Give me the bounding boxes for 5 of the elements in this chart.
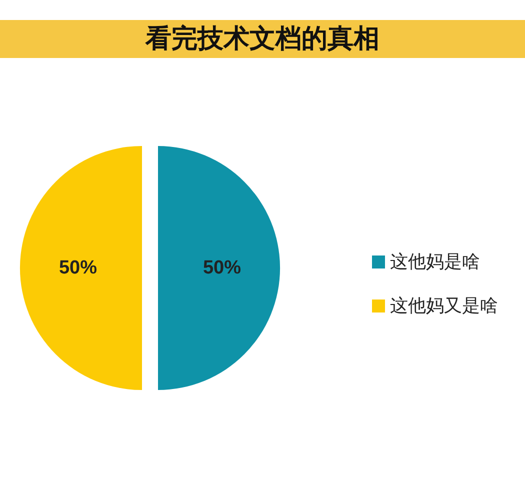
legend-label: 这他妈又是啥 — [390, 296, 498, 316]
data-label: 50% — [202, 258, 242, 278]
data-label: 50% — [58, 258, 98, 278]
chart-title: 看完技术文档的真相 — [144, 24, 380, 54]
legend-label: 这他妈是啥 — [390, 252, 480, 272]
